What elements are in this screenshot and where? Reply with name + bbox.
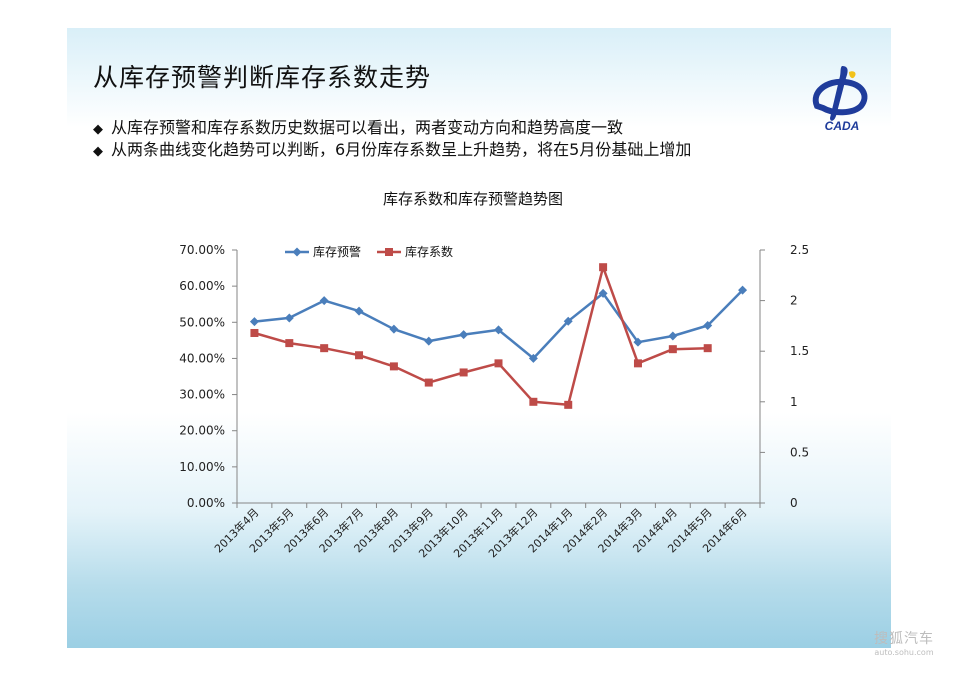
y-left-tick-label: 60.00% xyxy=(179,279,225,293)
data-point-diamond xyxy=(633,337,643,347)
data-point-diamond xyxy=(389,324,399,334)
data-point-square xyxy=(703,344,712,353)
data-point-square xyxy=(389,362,398,371)
y-right-tick-label: 2.5 xyxy=(790,243,809,257)
y-left-tick-label: 0.00% xyxy=(187,496,225,510)
data-point-diamond xyxy=(528,353,538,363)
data-point-diamond xyxy=(284,313,294,323)
data-point-square xyxy=(285,339,294,348)
cada-logo: CADA xyxy=(812,66,868,132)
data-point-square xyxy=(424,378,433,387)
legend-marker-square xyxy=(385,248,393,256)
data-point-diamond xyxy=(249,317,259,327)
data-point-diamond xyxy=(424,336,434,346)
y-left-tick-label: 70.00% xyxy=(179,243,225,257)
data-point-square xyxy=(529,397,538,406)
y-right-tick-label: 0.5 xyxy=(790,445,809,459)
data-point-square xyxy=(355,351,364,360)
y-left-tick-label: 20.00% xyxy=(179,424,225,438)
bullet-text: 从两条曲线变化趋势可以判断，6月份库存系数呈上升趋势，将在5月份基础上增加 xyxy=(111,140,692,159)
watermark-main: 搜狐汽车 xyxy=(874,631,934,647)
data-point-diamond xyxy=(563,316,573,326)
bullet-item: ◆ 从两条曲线变化趋势可以判断，6月份库存系数呈上升趋势，将在5月份基础上增加 xyxy=(93,136,691,160)
data-point-square xyxy=(564,400,573,409)
data-point-square xyxy=(320,344,329,353)
data-point-diamond xyxy=(738,285,748,295)
data-point-diamond xyxy=(319,296,329,306)
data-point-diamond xyxy=(598,288,608,298)
data-point-diamond xyxy=(354,306,364,316)
y-left-tick-label: 30.00% xyxy=(179,388,225,402)
watermark-url: auto.sohu.com xyxy=(874,648,934,657)
logo-text: CADA xyxy=(825,119,860,132)
y-right-tick-label: 1 xyxy=(790,395,798,409)
slide: 从库存预警判断库存系数走势 ◆ 从库存预警和库存系数历史数据可以看出，两者变动方向… xyxy=(67,28,891,648)
sohu-watermark: 搜狐汽车 auto.sohu.com xyxy=(862,628,946,657)
data-point-diamond xyxy=(703,321,713,331)
series-line xyxy=(254,265,708,407)
y-left-tick-label: 50.00% xyxy=(179,315,225,329)
chart-title: 库存系数和库存预警趋势图 xyxy=(383,190,563,208)
y-left-tick-label: 40.00% xyxy=(179,351,225,365)
legend-label: 库存预警 xyxy=(313,244,361,259)
diamond-bullet-icon: ◆ xyxy=(93,122,103,137)
legend-label: 库存系数 xyxy=(405,244,453,259)
data-point-square xyxy=(668,345,677,354)
y-right-tick-label: 0 xyxy=(790,496,798,510)
line-chart: 库存系数和库存预警趋势图 0.00% 10.00% 20.00% 30.00% 40.0… xyxy=(179,190,809,560)
diamond-bullet-icon: ◆ xyxy=(93,144,103,159)
y-right-tick-label: 2 xyxy=(790,294,798,308)
bullet-text: 从库存预警和库存系数历史数据可以看出，两者变动方向和趋势高度一致 xyxy=(111,118,624,137)
y-right-tick-label: 1.5 xyxy=(790,344,809,358)
data-point-square xyxy=(633,359,642,368)
legend-marker-diamond xyxy=(292,247,302,257)
bullet-item: ◆ 从库存预警和库存系数历史数据可以看出，两者变动方向和趋势高度一致 xyxy=(93,114,623,138)
data-point-square xyxy=(599,263,608,272)
y-left-tick-label: 10.00% xyxy=(179,460,225,474)
data-point-square xyxy=(250,328,259,337)
slide-title: 从库存预警判断库存系数走势 xyxy=(93,63,432,92)
data-point-diamond xyxy=(459,330,469,340)
data-point-diamond xyxy=(494,325,503,335)
data-point-diamond xyxy=(668,331,678,341)
data-point-square xyxy=(459,368,468,377)
data-point-square xyxy=(494,359,503,368)
